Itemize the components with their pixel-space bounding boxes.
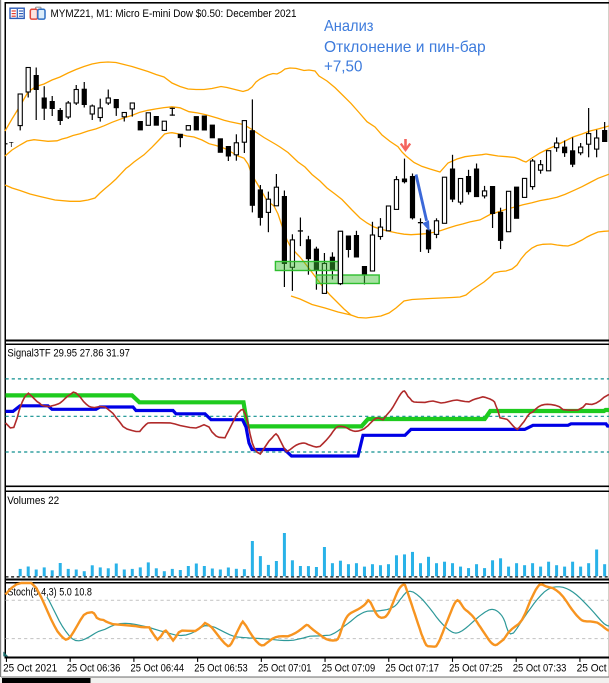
svg-text:25 Oct 2021: 25 Oct 2021 <box>3 663 57 675</box>
svg-text:Signal3TF 29.95 27.86 31.97: Signal3TF 29.95 27.86 31.97 <box>7 347 129 359</box>
svg-text:25 Oct 06:44: 25 Oct 06:44 <box>131 663 185 675</box>
svg-text:25 Oct 07:25: 25 Oct 07:25 <box>449 663 503 675</box>
svg-text:Анализ: Анализ <box>324 18 374 35</box>
svg-text:MYMZ21, M1: Micro E-mini Dow: MYMZ21, M1: Micro E-mini Dow $0.50: Dece… <box>51 8 297 20</box>
svg-text:T: T <box>9 140 14 149</box>
svg-text:25 Oct: 25 Oct <box>577 663 607 675</box>
svg-text:25 Oct 06:36: 25 Oct 06:36 <box>67 663 121 675</box>
svg-text:25 Oct 07:09: 25 Oct 07:09 <box>322 663 376 675</box>
svg-text:25 Oct 07:01: 25 Oct 07:01 <box>258 663 312 675</box>
svg-text:Stoch(5,4,3) 5.0 10.8: Stoch(5,4,3) 5.0 10.8 <box>7 586 92 598</box>
svg-text:Отклонение и пин-бар: Отклонение и пин-бар <box>324 39 486 56</box>
svg-text:25 Oct 07:17: 25 Oct 07:17 <box>385 663 439 675</box>
svg-text:Volumes 22: Volumes 22 <box>7 495 59 507</box>
svg-text:25 Oct 06:53: 25 Oct 06:53 <box>194 663 248 675</box>
svg-text:25 Oct 07:33: 25 Oct 07:33 <box>513 663 567 675</box>
svg-text:+7,50: +7,50 <box>324 59 362 76</box>
